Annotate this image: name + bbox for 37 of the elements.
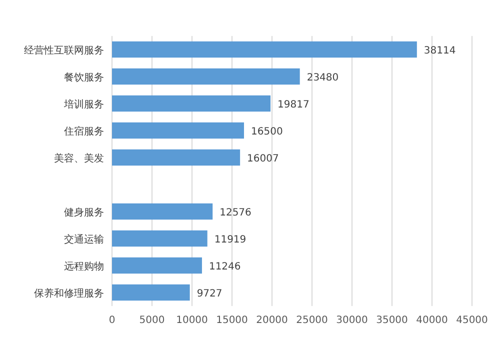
data-label: 16500 [251,126,283,138]
data-label: 11246 [208,262,241,272]
x-tick-label: 40000 [416,315,448,326]
bar [112,95,271,112]
y-tick-label: 保养和修理服务 [34,288,104,300]
bar [112,68,300,85]
x-tick-label: 35000 [376,315,408,326]
data-label: 11919 [214,234,246,246]
x-tick-label: 25000 [296,315,328,326]
bar [112,203,213,220]
y-tick-label: 远程购物 [64,260,104,272]
y-tick-label: 培训服务 [63,98,104,110]
data-label: 19817 [278,100,310,110]
data-label: 16007 [247,154,279,164]
bar [112,41,417,58]
data-label: 38114 [424,46,456,56]
x-tick-label: 30000 [336,315,368,326]
x-tick-label: 5000 [139,315,165,326]
bar [112,284,190,301]
y-tick-label: 餐饮服务 [64,72,104,84]
data-label: 23480 [306,72,339,84]
x-tick-label: 15000 [216,315,248,326]
bar [112,257,202,274]
x-tick-label: 10000 [176,315,208,326]
y-tick-label: 经营性互联网服务 [24,44,104,56]
x-tick-label: 45000 [456,315,488,326]
y-tick-label: 美容、美发 [54,152,104,164]
y-tick-label: 健身服务 [64,206,104,218]
x-tick-label: 0 [108,315,116,326]
data-label: 12576 [220,208,252,218]
bar [112,122,244,139]
y-tick-label: 交通运输 [64,234,104,246]
data-label: 9727 [196,288,222,300]
bar [112,230,208,247]
x-tick-label: 20000 [256,315,288,326]
bar [112,149,240,166]
y-tick-label: 住宿服务 [64,126,104,138]
